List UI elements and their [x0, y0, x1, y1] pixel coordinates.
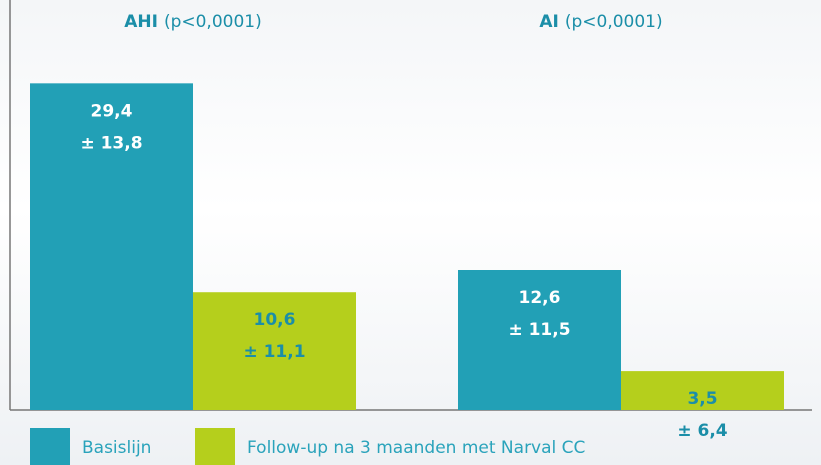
value-label: 29,4: [91, 101, 133, 121]
legend-swatch: [195, 428, 235, 465]
bar: [193, 292, 356, 410]
value-label: 10,6: [254, 310, 296, 330]
error-label: ± 11,1: [243, 342, 305, 362]
legend-swatch: [30, 428, 70, 465]
error-label: ± 11,5: [508, 320, 570, 340]
category-name: AHI: [124, 12, 158, 32]
bar: [621, 371, 784, 410]
category-name: AI: [539, 12, 558, 32]
bar: [30, 83, 193, 410]
legend-label: Basislijn: [82, 438, 151, 458]
bar: [458, 270, 621, 410]
value-label: 12,6: [519, 288, 561, 308]
value-label: 3,5: [687, 389, 717, 409]
error-label: ± 13,8: [80, 133, 142, 153]
category-note: (p<0,0001): [565, 12, 663, 32]
category-note: (p<0,0001): [164, 12, 262, 32]
category-label: AI (p<0,0001): [539, 12, 662, 32]
category-label: AHI (p<0,0001): [124, 12, 262, 32]
legend-label: Follow-up na 3 maanden met Narval CC: [247, 438, 585, 458]
error-label: ± 6,4: [677, 421, 727, 441]
